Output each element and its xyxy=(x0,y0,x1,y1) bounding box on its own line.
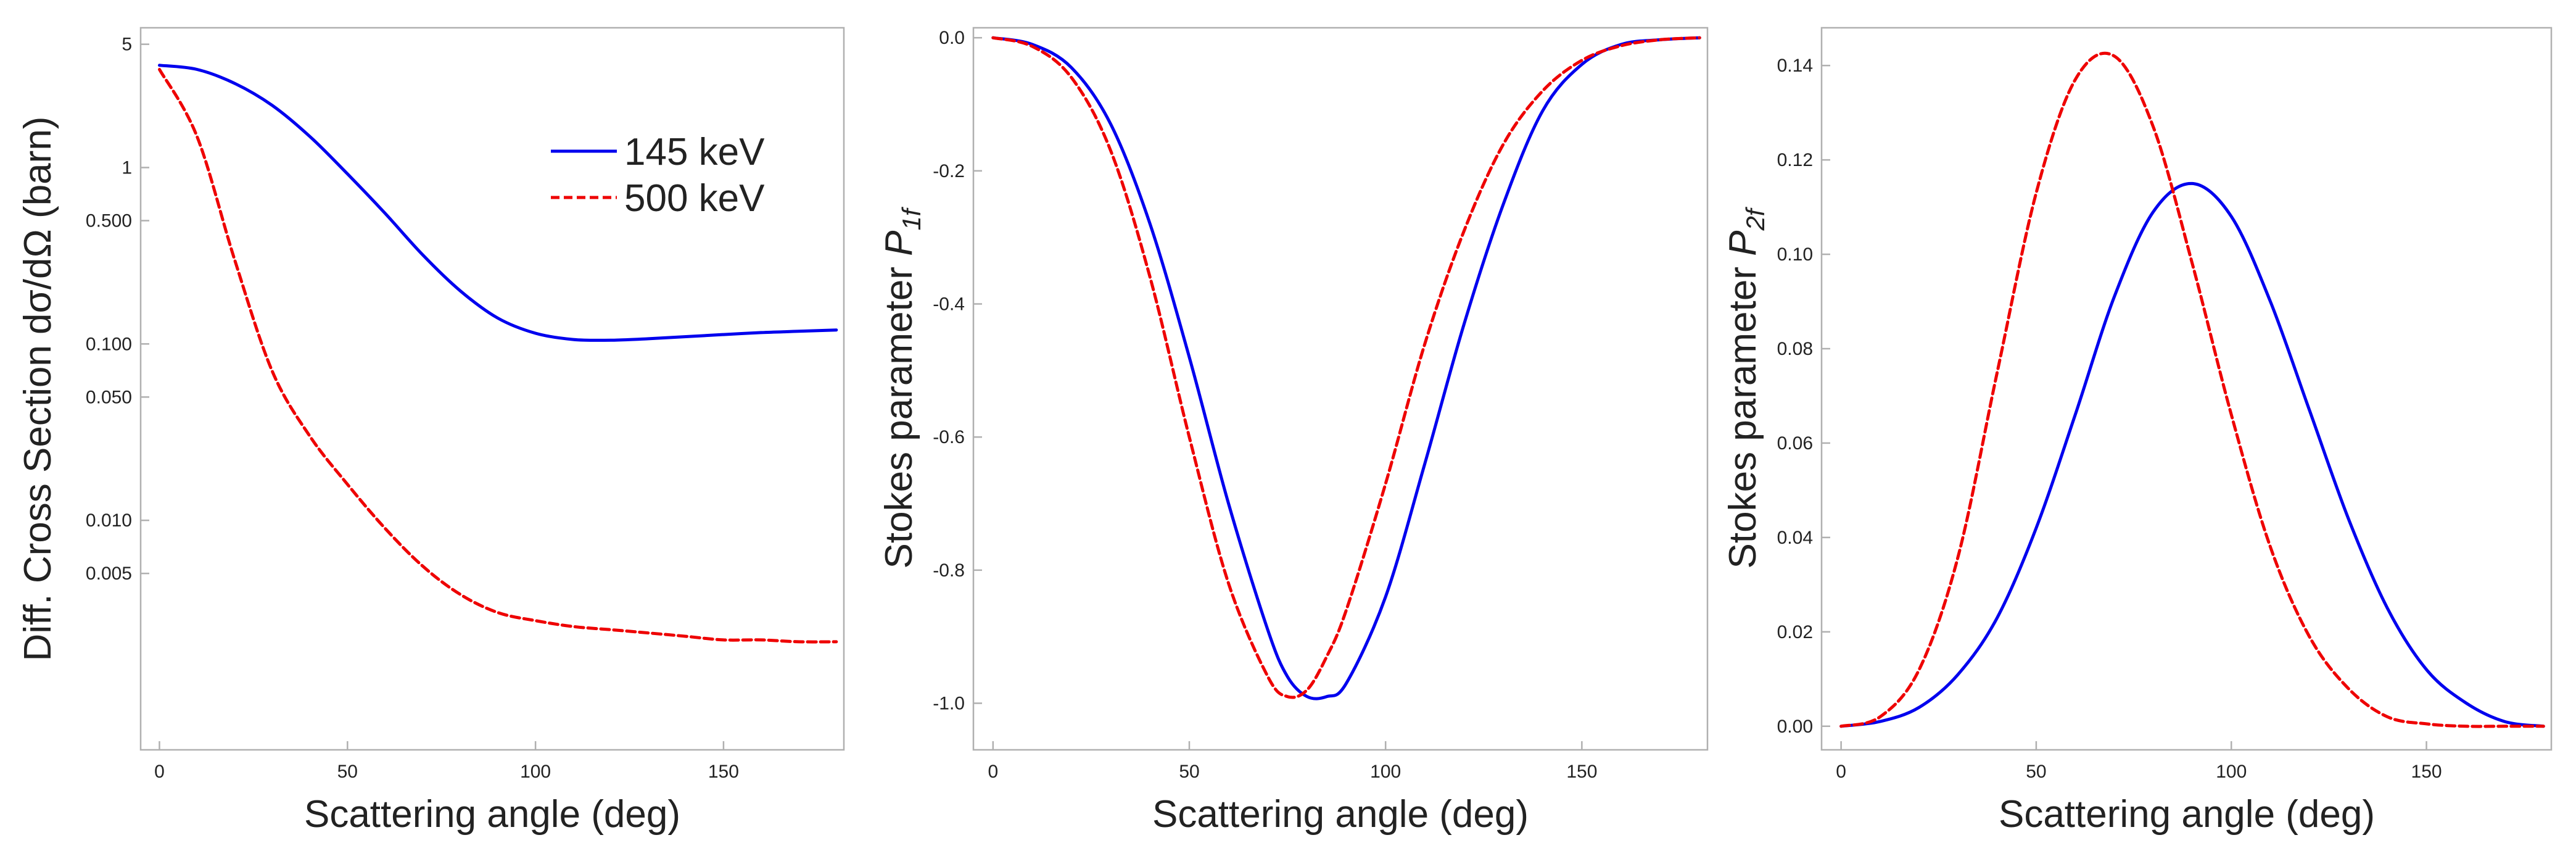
series-line-500-kev xyxy=(158,68,838,644)
plot-frame xyxy=(1820,27,2553,751)
x-tick-label: 50 xyxy=(1179,762,1199,782)
x-ticks: 0 50 100 150 xyxy=(988,741,1597,782)
y-tick-label: 1 xyxy=(122,157,132,178)
series-lines xyxy=(991,36,1701,700)
plot-frame xyxy=(972,27,1709,751)
legend: 145 keV 500 keV xyxy=(551,131,765,220)
panel-stokes-p1f: 0 50 100 150 0.0 -0.2 -0.4 -0.6 -0.8 -1.0 Scatte… xyxy=(878,27,1709,836)
y-axis-label: Diff. Cross Section dσ/dΩ (barn) xyxy=(17,117,59,662)
x-tick-label: 0 xyxy=(1836,762,1846,782)
x-tick-label: 150 xyxy=(2411,762,2442,782)
x-tick-label: 0 xyxy=(988,762,998,782)
y-axis-label-subscript: 1f xyxy=(897,206,926,230)
x-tick-label: 150 xyxy=(1566,762,1597,782)
x-tick-label: 50 xyxy=(337,762,358,782)
y-tick-label: 0.06 xyxy=(1777,433,1813,454)
x-tick-label: 150 xyxy=(708,762,739,782)
panel-stokes-p2f: 0 50 100 150 0.000.020.040.060.080.100.120.… xyxy=(1722,27,2553,836)
plot-frame xyxy=(139,27,845,751)
series-line-500-kev xyxy=(1839,51,2545,728)
x-axis-label: Scattering angle (deg) xyxy=(1999,793,2375,836)
series-line-145-kev xyxy=(991,36,1701,700)
y-tick-label: -0.4 xyxy=(933,294,965,315)
y-tick-label: -0.6 xyxy=(933,427,965,447)
series-lines xyxy=(158,64,838,644)
y-axis-label: Stokes parameter P2f xyxy=(1722,206,1770,568)
x-ticks: 0 50 100 150 xyxy=(154,741,739,782)
x-ticks: 0 50 100 150 xyxy=(1836,741,2442,782)
y-ticks: 0.00 0.02 0.04 0.06 0.08 0.10 0.12 0.14 xyxy=(1777,56,1830,737)
x-tick-label: 100 xyxy=(1370,762,1401,782)
y-tick-label: 0.10 xyxy=(1777,244,1813,265)
legend-label-145: 145 keV xyxy=(624,131,765,173)
x-tick-label: 50 xyxy=(2026,762,2046,782)
y-axis-label-symbol: P xyxy=(1722,231,1764,256)
x-tick-label: 100 xyxy=(2216,762,2247,782)
y-tick-label: 0.00 xyxy=(1777,717,1813,737)
x-tick-label: 0 xyxy=(154,762,165,782)
y-tick-label: 0.12 xyxy=(1777,150,1813,170)
y-tick-label: 0.02 xyxy=(1777,622,1813,642)
series-line-145-kev xyxy=(158,64,838,342)
y-axis-label: Stokes parameter P1f xyxy=(878,206,926,568)
y-tick-label: 0.0 xyxy=(939,28,965,48)
y-tick-label: 0.04 xyxy=(1777,528,1813,548)
series-line-500-kev xyxy=(991,36,1701,699)
y-tick-label: -0.8 xyxy=(933,560,965,581)
series-lines xyxy=(1839,51,2545,728)
y-tick-label: 0.500 xyxy=(86,211,132,231)
y-tick-label: 0.050 xyxy=(86,387,132,407)
y-ticks: 0.0 -0.2 -0.4 -0.6 -0.8 -1.0 xyxy=(933,28,982,714)
y-tick-label: -1.0 xyxy=(933,694,965,714)
y-tick-label: 0.010 xyxy=(86,510,132,531)
y-tick-label: -0.2 xyxy=(933,161,965,181)
x-tick-label: 100 xyxy=(520,762,551,782)
y-axis-label-text: Stokes parameter xyxy=(1722,267,1764,568)
legend-label-500: 500 keV xyxy=(624,177,765,220)
panel-cross-section: 0 50 100 150 5 1 0.500 0.100 0.050 0.010 0.005 Sc… xyxy=(17,27,845,836)
y-tick-label: 0.14 xyxy=(1777,56,1813,76)
x-axis-label: Scattering angle (deg) xyxy=(304,793,680,836)
y-tick-label: 0.100 xyxy=(86,334,132,354)
series-line-145-kev xyxy=(1839,181,2545,728)
y-tick-label: 0.08 xyxy=(1777,339,1813,359)
y-tick-label: 5 xyxy=(122,35,132,55)
y-axis-label-subscript: 2f xyxy=(1741,206,1770,231)
y-tick-label: 0.005 xyxy=(86,563,132,584)
x-axis-label: Scattering angle (deg) xyxy=(1152,793,1529,836)
y-axis-label-symbol: P xyxy=(878,231,920,256)
y-axis-label-text: Stokes parameter xyxy=(878,267,920,568)
y-ticks: 5 1 0.500 0.100 0.050 0.010 0.005 xyxy=(86,35,149,584)
